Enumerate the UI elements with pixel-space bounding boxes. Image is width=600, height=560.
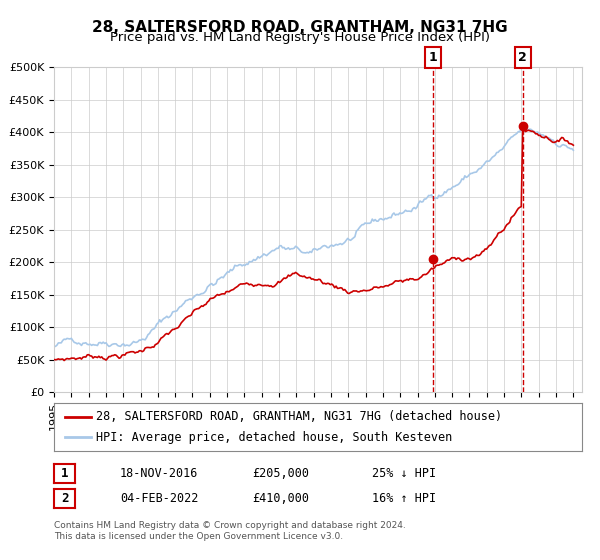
Text: 28, SALTERSFORD ROAD, GRANTHAM, NG31 7HG: 28, SALTERSFORD ROAD, GRANTHAM, NG31 7HG <box>92 20 508 35</box>
Text: £205,000: £205,000 <box>252 466 309 480</box>
Text: 28, SALTERSFORD ROAD, GRANTHAM, NG31 7HG (detached house): 28, SALTERSFORD ROAD, GRANTHAM, NG31 7HG… <box>96 410 502 423</box>
Text: 25% ↓ HPI: 25% ↓ HPI <box>372 466 436 480</box>
Text: 16% ↑ HPI: 16% ↑ HPI <box>372 492 436 505</box>
Text: 1: 1 <box>61 466 68 480</box>
Text: This data is licensed under the Open Government Licence v3.0.: This data is licensed under the Open Gov… <box>54 532 343 541</box>
Text: 18-NOV-2016: 18-NOV-2016 <box>120 466 199 480</box>
Text: 1: 1 <box>429 51 437 64</box>
Text: Contains HM Land Registry data © Crown copyright and database right 2024.: Contains HM Land Registry data © Crown c… <box>54 521 406 530</box>
Text: Price paid vs. HM Land Registry's House Price Index (HPI): Price paid vs. HM Land Registry's House … <box>110 31 490 44</box>
Text: 2: 2 <box>61 492 68 505</box>
Text: £410,000: £410,000 <box>252 492 309 505</box>
Text: HPI: Average price, detached house, South Kesteven: HPI: Average price, detached house, Sout… <box>96 431 452 444</box>
Text: 04-FEB-2022: 04-FEB-2022 <box>120 492 199 505</box>
Text: 2: 2 <box>518 51 527 64</box>
